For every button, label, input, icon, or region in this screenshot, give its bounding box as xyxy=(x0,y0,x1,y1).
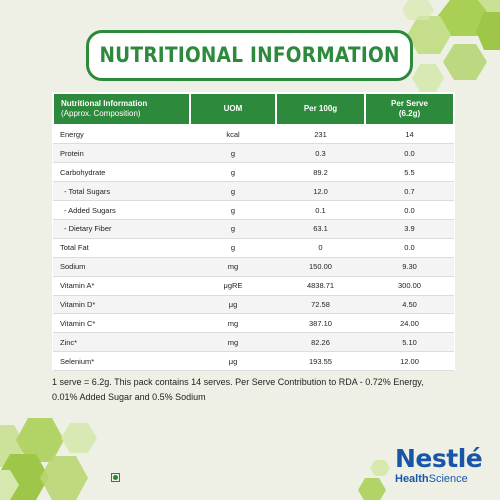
serving-note-line-1: 1 serve = 6.2g. This pack contains 14 se… xyxy=(52,377,424,387)
nutrient-name: Carbohydrate xyxy=(53,162,190,183)
nutrient-per-100g: 0 xyxy=(276,238,365,258)
nutrient-uom: mg xyxy=(190,332,276,353)
title-box: NUTRITIONAL INFORMATION xyxy=(86,30,413,81)
nutrient-per-serve: 0.0 xyxy=(365,238,454,258)
nutrient-per-100g: 12.0 xyxy=(276,181,365,202)
nutrient-per-100g: 0.3 xyxy=(276,143,365,164)
header-per-serve: Per Serve (6.2g) xyxy=(364,92,455,126)
nutrient-name: Zinc* xyxy=(53,332,190,353)
nutrient-name: - Added Sugars xyxy=(53,200,190,220)
table-row: Selenium* μg 193.55 12.00 xyxy=(53,351,454,372)
serving-note-line-2: 0.01% Added Sugar and 0.5% Sodium xyxy=(52,391,206,402)
nutrient-uom: g xyxy=(190,162,276,183)
nutrient-uom: mg xyxy=(190,313,276,334)
nutrient-per-100g: 231 xyxy=(276,125,365,145)
vegetarian-dot xyxy=(113,475,118,480)
nutrient-name: Selenium* xyxy=(53,351,190,372)
header-per-serve-label: Per Serve xyxy=(391,99,428,109)
nutrient-per-serve: 4.50 xyxy=(365,295,454,315)
table-row: Sodium mg 150.00 9.30 xyxy=(53,257,454,277)
nutrient-per-serve: 0.0 xyxy=(365,200,454,220)
nutrient-per-100g: 82.26 xyxy=(276,332,365,353)
nutrient-name: - Dietary Fiber xyxy=(53,219,190,239)
nutrient-per-serve: 300.00 xyxy=(365,276,454,296)
header-nutrient-sublabel: (Approx. Composition) xyxy=(61,109,141,118)
table-row: Vitamin C* mg 387.10 24.00 xyxy=(53,313,454,334)
nutrient-per-serve: 24.00 xyxy=(365,313,454,334)
brand-logo: Nestlé HealthScience xyxy=(395,444,495,486)
table-row: Zinc* mg 82.26 5.10 xyxy=(53,332,454,353)
nutrient-name: Vitamin A* xyxy=(53,276,190,296)
nutrient-uom: g xyxy=(190,143,276,164)
nutrition-table: Nutritional Information (Approx. Composi… xyxy=(52,92,455,372)
nutrient-per-100g: 193.55 xyxy=(276,351,365,372)
table-row: Vitamin A* μgRE 4838.71 300.00 xyxy=(53,276,454,296)
nutrient-name: Energy xyxy=(53,125,190,145)
table-row: Carbohydrate g 89.2 5.5 xyxy=(53,162,454,183)
nutrient-name: Protein xyxy=(53,143,190,164)
page-title: NUTRITIONAL INFORMATION xyxy=(99,43,400,68)
nutrient-per-serve: 9.30 xyxy=(365,257,454,277)
nutrient-name: Total Fat xyxy=(53,238,190,258)
nutrient-per-100g: 4838.71 xyxy=(276,276,365,296)
nutrient-per-100g: 150.00 xyxy=(276,257,365,277)
nutrient-name: Vitamin D* xyxy=(53,295,190,315)
vegetarian-icon xyxy=(111,473,120,482)
nutrient-per-100g: 89.2 xyxy=(276,162,365,183)
table-row: Protein g 0.3 0.0 xyxy=(53,143,454,164)
nutrient-uom: μgRE xyxy=(190,276,276,296)
header-nutrient-label: Nutritional Information xyxy=(61,99,148,109)
nutrient-per-serve: 5.5 xyxy=(365,162,454,183)
nutrient-uom: μg xyxy=(190,295,276,315)
nutrient-uom: g xyxy=(190,219,276,239)
table-row: Total Fat g 0 0.0 xyxy=(53,238,454,258)
nutrient-per-100g: 72.58 xyxy=(276,295,365,315)
brand-name: Nestlé xyxy=(395,444,483,473)
table-row: - Total Sugars g 12.0 0.7 xyxy=(53,181,454,202)
table-row: - Dietary Fiber g 63.1 3.9 xyxy=(53,219,454,239)
nutrient-uom: g xyxy=(190,181,276,202)
nutrient-per-100g: 387.10 xyxy=(276,313,365,334)
nutrient-name: - Total Sugars xyxy=(53,181,190,202)
nutrient-per-100g: 63.1 xyxy=(276,219,365,239)
nutrient-uom: g xyxy=(190,200,276,220)
nutrient-uom: mg xyxy=(190,257,276,277)
brand-sub-rest: Science xyxy=(428,473,468,485)
nutrient-per-serve: 5.10 xyxy=(365,332,454,353)
serving-note: 1 serve = 6.2g. This pack contains 14 se… xyxy=(52,375,462,404)
table-header-row: Nutritional Information (Approx. Composi… xyxy=(52,92,455,126)
table-row: Energy kcal 231 14 xyxy=(53,125,454,145)
header-per-serve-sublabel: (6.2g) xyxy=(398,109,421,118)
nutrient-name: Sodium xyxy=(53,257,190,277)
table-row: Vitamin D* μg 72.58 4.50 xyxy=(53,295,454,315)
brand-subtitle: HealthScience xyxy=(395,473,495,485)
brand-sub-bold: Health xyxy=(395,473,429,485)
table-row: - Added Sugars g 0.1 0.0 xyxy=(53,200,454,220)
nutrient-per-serve: 0.7 xyxy=(365,181,454,202)
header-nutrient: Nutritional Information (Approx. Composi… xyxy=(52,92,191,126)
header-per-100g: Per 100g xyxy=(275,92,366,126)
nutrient-uom: μg xyxy=(190,351,276,372)
nutrient-uom: kcal xyxy=(190,125,276,145)
nutrient-per-serve: 0.0 xyxy=(365,143,454,164)
nutrient-per-serve: 14 xyxy=(365,125,454,145)
nutrient-per-serve: 3.9 xyxy=(365,219,454,239)
nutrient-uom: g xyxy=(190,238,276,258)
nutrient-per-serve: 12.00 xyxy=(365,351,454,372)
nutrient-per-100g: 0.1 xyxy=(276,200,365,220)
nutrient-name: Vitamin C* xyxy=(53,313,190,334)
header-uom: UOM xyxy=(189,92,277,126)
